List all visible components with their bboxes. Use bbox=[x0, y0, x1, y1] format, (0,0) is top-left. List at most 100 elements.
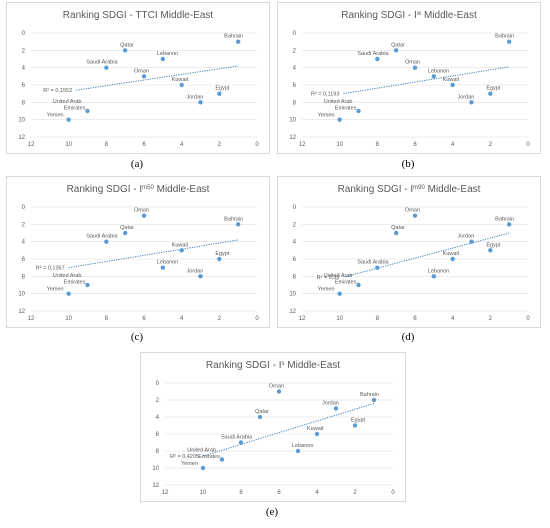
data-point-bahrain bbox=[235, 222, 241, 227]
x-tick-label: 4 bbox=[180, 316, 184, 322]
x-tick-label: 12 bbox=[28, 142, 35, 148]
data-point-saudi-arabia bbox=[104, 239, 109, 244]
x-tick-label: 0 bbox=[526, 316, 530, 322]
y-tick-label: 8 bbox=[156, 449, 160, 455]
y-tick-label: 4 bbox=[293, 66, 297, 72]
y-tick-label: 6 bbox=[22, 257, 26, 263]
y-tick-label: 12 bbox=[18, 309, 25, 315]
x-tick-label: 8 bbox=[239, 490, 243, 496]
chart-title-part: Middle-East bbox=[154, 184, 210, 195]
chart-title-part: Middle-East bbox=[421, 10, 477, 21]
panel-caption-e: (e) bbox=[265, 506, 279, 518]
y-tick-label: 8 bbox=[22, 100, 26, 106]
x-tick-label: 2 bbox=[489, 142, 493, 148]
chart-title-superscript: m50 bbox=[142, 185, 154, 191]
data-point-oman bbox=[412, 65, 418, 70]
chart-svg-e: Ranking SDGI - Is Middle-East 0 2 4 6 8 10 1212… bbox=[152, 360, 395, 496]
data-label-united-arab-emirates: United Arab Emirates bbox=[187, 448, 220, 461]
data-point-saudi-arabia bbox=[375, 56, 380, 62]
data-label-jordan: Jordan bbox=[458, 94, 475, 100]
r-squared-label: R² = 0,4205 bbox=[170, 454, 199, 460]
data-label-saudi-arabia: Saudi Arabia bbox=[86, 234, 118, 240]
chart-title-part: Ranking SDGI - TTCI Middle-East bbox=[63, 10, 214, 21]
data-point-bahrain bbox=[506, 39, 512, 44]
chart-title-superscript: s bbox=[282, 361, 285, 367]
chart-title: Ranking SDGI - Im90 Middle-East bbox=[338, 184, 481, 195]
x-tick-label: 0 bbox=[255, 316, 259, 322]
data-label-saudi-arabia: Saudi Arabia bbox=[357, 260, 389, 266]
y-tick-label: 2 bbox=[156, 398, 160, 404]
data-point-yemen bbox=[66, 291, 71, 296]
y-tick-label: 4 bbox=[22, 240, 26, 246]
data-label-jordan: Jordan bbox=[322, 401, 339, 407]
chart-title-part: Ranking SDGI - I bbox=[338, 184, 414, 195]
x-tick-label: 6 bbox=[413, 142, 417, 148]
trendline bbox=[68, 239, 239, 269]
data-label-line: United Arab bbox=[324, 273, 353, 279]
data-point-qatar bbox=[122, 48, 128, 53]
r-squared-label: R² = 0,1367 bbox=[36, 266, 65, 272]
data-point-egypt bbox=[488, 91, 493, 96]
y-tick-label: 6 bbox=[293, 83, 297, 89]
y-tick-label: 0 bbox=[22, 31, 26, 37]
data-point-yemen bbox=[200, 465, 206, 471]
data-label-kuwait: Kuwait bbox=[443, 251, 460, 257]
y-tick-label: 4 bbox=[293, 240, 297, 246]
y-tick-label: 10 bbox=[289, 118, 296, 124]
chart-title-part: Middle-East bbox=[425, 184, 481, 195]
data-point-egypt bbox=[352, 423, 358, 428]
y-tick-label: 10 bbox=[18, 118, 25, 124]
chart-title-part: Ranking SDGI - I bbox=[341, 10, 417, 21]
data-label-line: Emirates bbox=[198, 454, 220, 460]
data-label-lebanon: Lebanon bbox=[292, 443, 313, 449]
chart-title-part: Ranking SDGI - I bbox=[67, 184, 143, 195]
x-tick-label: 6 bbox=[142, 316, 146, 322]
data-label-line: United Arab bbox=[187, 448, 216, 454]
x-tick-label: 10 bbox=[336, 316, 343, 322]
data-point-jordan bbox=[333, 406, 339, 411]
chart-frame-b: Ranking SDGI - Iw Middle-East 0 2 4 6 8 10 12 12… bbox=[277, 2, 541, 154]
data-label-kuwait: Kuwait bbox=[443, 77, 460, 83]
y-tick-label: 10 bbox=[152, 466, 159, 472]
data-label-bahrain: Bahrain bbox=[224, 216, 243, 222]
y-tick-label: 4 bbox=[156, 415, 160, 421]
chart-title-superscript: m90 bbox=[413, 185, 425, 191]
x-tick-label: 0 bbox=[255, 142, 259, 148]
data-label-line: United Arab bbox=[324, 99, 353, 105]
data-label-qatar: Qatar bbox=[255, 409, 269, 415]
data-label-lebanon: Lebanon bbox=[428, 268, 449, 274]
data-point-yemen bbox=[337, 291, 342, 296]
data-point-lebanon bbox=[160, 265, 166, 270]
trendline bbox=[76, 65, 239, 91]
chart-panel-a: Ranking SDGI - TTCI Middle-East 0 2 4 6 8 10 12… bbox=[6, 0, 271, 176]
data-label-united-arab-emirates: United Arab Emirates bbox=[53, 99, 86, 112]
data-label-oman: Oman bbox=[405, 60, 420, 66]
x-tick-label: 10 bbox=[65, 316, 72, 322]
data-label-jordan: Jordan bbox=[187, 94, 204, 100]
data-point-bahrain bbox=[371, 397, 377, 403]
x-tick-label: 6 bbox=[413, 316, 417, 322]
data-point-bahrain bbox=[506, 222, 512, 227]
x-tick-label: 0 bbox=[391, 490, 395, 496]
chart-panel-c: Ranking SDGI - Im50 Middle-East 0 2 4 6 8 10 12… bbox=[6, 176, 271, 352]
data-label-kuwait: Kuwait bbox=[172, 77, 189, 83]
x-tick-label: 0 bbox=[526, 142, 530, 148]
data-point-lebanon bbox=[295, 448, 301, 454]
data-label-bahrain: Bahrain bbox=[360, 392, 379, 398]
y-tick-label: 2 bbox=[22, 222, 26, 228]
data-label-yemen: Yemen bbox=[318, 113, 335, 119]
data-label-united-arab-emirates: United Arab Emirates bbox=[324, 99, 357, 112]
data-point-united-arab-emirates bbox=[219, 457, 225, 462]
panel-caption-d: (d) bbox=[401, 331, 415, 343]
data-point-yemen bbox=[337, 117, 342, 122]
data-label-united-arab-emirates: United Arab Emirates bbox=[53, 273, 86, 286]
data-label-yemen: Yemen bbox=[181, 461, 198, 467]
y-tick-label: 4 bbox=[22, 66, 26, 72]
data-point-saudi-arabia bbox=[104, 65, 109, 70]
data-point-united-arab-emirates bbox=[85, 282, 90, 288]
r-squared-label: R² = 0,36 bbox=[317, 275, 340, 281]
data-label-yemen: Yemen bbox=[47, 113, 64, 119]
data-label-qatar: Qatar bbox=[120, 225, 134, 231]
data-point-lebanon bbox=[160, 56, 166, 62]
x-tick-label: 2 bbox=[489, 316, 493, 322]
